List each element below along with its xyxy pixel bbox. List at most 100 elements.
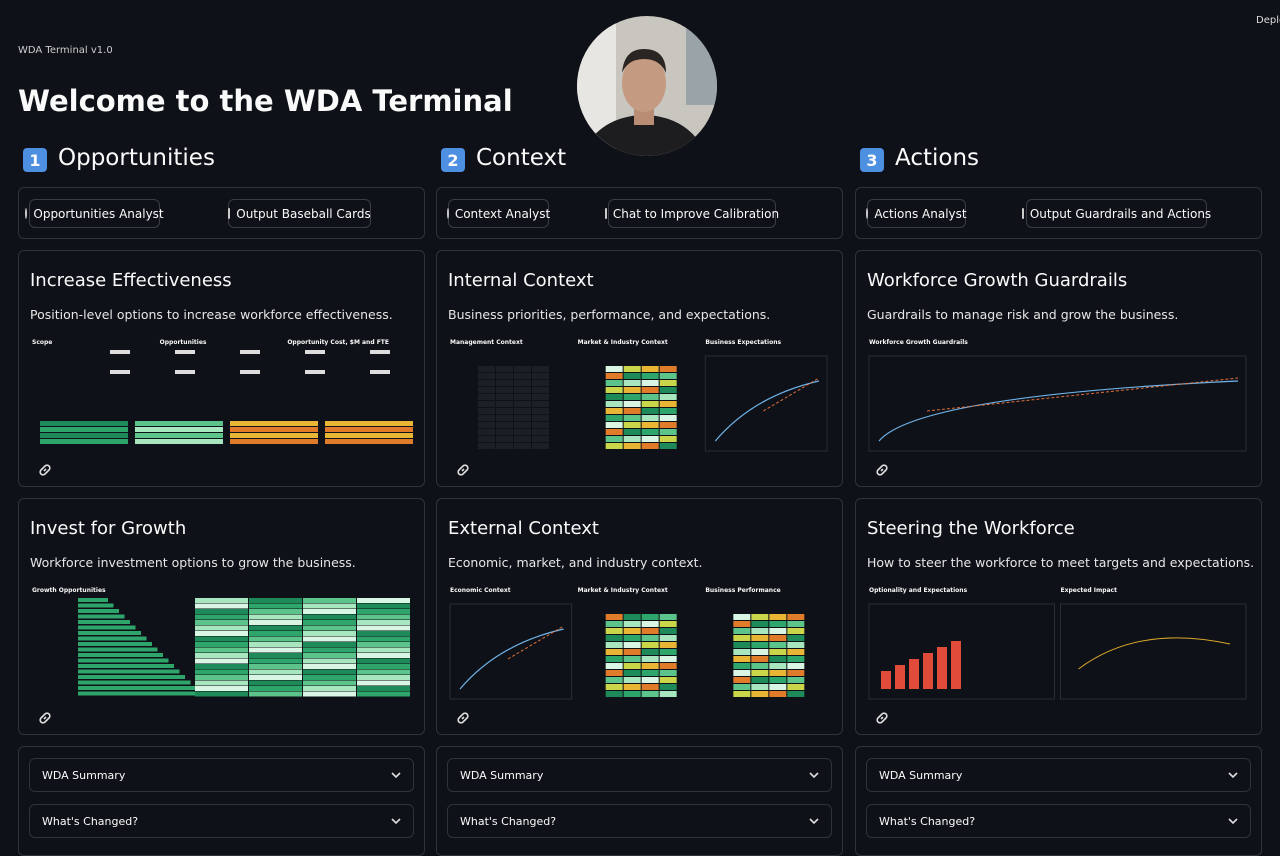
avatar: [577, 16, 717, 156]
preview-cell: [249, 614, 302, 620]
preview-cell: [605, 635, 623, 641]
preview-cell: [751, 663, 769, 669]
link-icon[interactable]: [875, 462, 889, 476]
preview-bar: [78, 647, 158, 652]
preview-cell: [478, 380, 495, 386]
chevron: [809, 769, 819, 782]
preview-bar: [78, 686, 196, 690]
preview-cell: [605, 443, 623, 449]
preview-cell: [787, 663, 805, 669]
preview-cell: [659, 663, 677, 669]
section-title: Actions: [895, 145, 980, 171]
deploy-button[interactable]: Deplo: [1256, 15, 1280, 26]
preview-cell: [303, 614, 356, 620]
preview-cell: [325, 421, 413, 426]
preview-cell: [623, 401, 641, 407]
expander[interactable]: WDA Summary: [866, 758, 1251, 792]
preview-cell: [514, 443, 531, 449]
link-icon[interactable]: [38, 462, 52, 476]
preview-cell: [605, 670, 623, 676]
preview-cell: [357, 620, 410, 625]
preview-kpi: [305, 350, 325, 354]
preview-cell: [733, 656, 751, 662]
expander[interactable]: What's Changed?: [29, 804, 414, 838]
card-title: Internal Context: [448, 270, 594, 291]
button[interactable]: Actions Analyst: [866, 199, 967, 228]
preview-cell: [514, 422, 531, 428]
preview-cell: [659, 670, 677, 676]
link-icon[interactable]: [38, 710, 52, 724]
preview-bar: [881, 671, 891, 689]
preview-cell: [605, 373, 623, 379]
preview-cell: [641, 642, 659, 648]
preview-cell: [641, 436, 659, 442]
preview-cell: [357, 598, 410, 603]
preview-line: [507, 625, 564, 660]
preview-cell: [769, 670, 787, 676]
link-icon[interactable]: [875, 710, 889, 724]
preview-bar: [78, 675, 185, 679]
button[interactable]: Output Baseball Cards: [228, 199, 371, 228]
preview-cell: [40, 421, 128, 426]
preview-cell: [230, 421, 318, 426]
preview-cell: [641, 422, 659, 428]
chevron-glyph: [391, 817, 401, 824]
card-preview: Economic Context Market & Industry Contex…: [449, 587, 805, 700]
chevron-glyph: [391, 771, 401, 778]
preview-cell: [303, 686, 356, 691]
card: [18, 250, 425, 487]
button[interactable]: Output Guardrails and Actions: [1021, 199, 1211, 228]
preview-cell: [605, 642, 623, 648]
preview-cell: [478, 387, 495, 393]
preview-cell: [623, 691, 641, 697]
preview-cell: [605, 401, 623, 407]
preview-cell: [733, 642, 751, 648]
preview-cell: [325, 439, 413, 444]
preview-cell: [303, 636, 356, 642]
preview-cell: [303, 625, 356, 631]
preview-cell: [249, 598, 302, 603]
preview-bar: [78, 642, 152, 646]
preview-cell: [195, 609, 248, 614]
preview-cell: [532, 401, 549, 407]
preview-cell: [532, 380, 549, 386]
preview-cell: [787, 670, 805, 676]
preview-cell: [605, 415, 623, 421]
button[interactable]: Context Analyst: [446, 199, 550, 228]
expander[interactable]: What's Changed?: [447, 804, 832, 838]
preview-cell: [733, 621, 751, 627]
card: [436, 498, 843, 735]
preview-cell: [249, 664, 302, 669]
preview-cell: [496, 380, 513, 386]
preview-bar: [78, 691, 202, 696]
preview-cell: [623, 635, 641, 641]
preview-cell: [733, 649, 751, 655]
page-title: Welcome to the WDA Terminal: [18, 84, 513, 118]
preview-cell: [605, 663, 623, 669]
preview-cell: [659, 635, 677, 641]
preview-cell: [641, 387, 659, 393]
preview-line: [926, 377, 1239, 412]
preview-cell: [641, 394, 659, 400]
expander[interactable]: WDA Summary: [447, 758, 832, 792]
section-title: Context: [476, 145, 567, 171]
button[interactable]: Chat to Improve Calibration: [604, 199, 779, 228]
expander[interactable]: WDA Summary: [29, 758, 414, 792]
card: [18, 498, 425, 735]
preview-cell: [787, 635, 805, 641]
expander[interactable]: What's Changed?: [866, 804, 1251, 838]
preview-cell: [641, 677, 659, 683]
preview-cell: [659, 443, 677, 449]
preview-kpi: [110, 350, 130, 354]
preview-cell: [195, 664, 248, 669]
preview-cell: [787, 642, 805, 648]
button[interactable]: Opportunities Analyst: [25, 199, 164, 228]
preview-cell: [40, 433, 128, 438]
preview-cell: [641, 373, 659, 379]
link-icon[interactable]: [456, 710, 470, 724]
preview-cell: [605, 366, 623, 372]
button-icon: [604, 208, 607, 219]
preview-cell: [733, 691, 751, 697]
link-icon[interactable]: [456, 462, 470, 476]
preview-bar: [78, 620, 130, 624]
